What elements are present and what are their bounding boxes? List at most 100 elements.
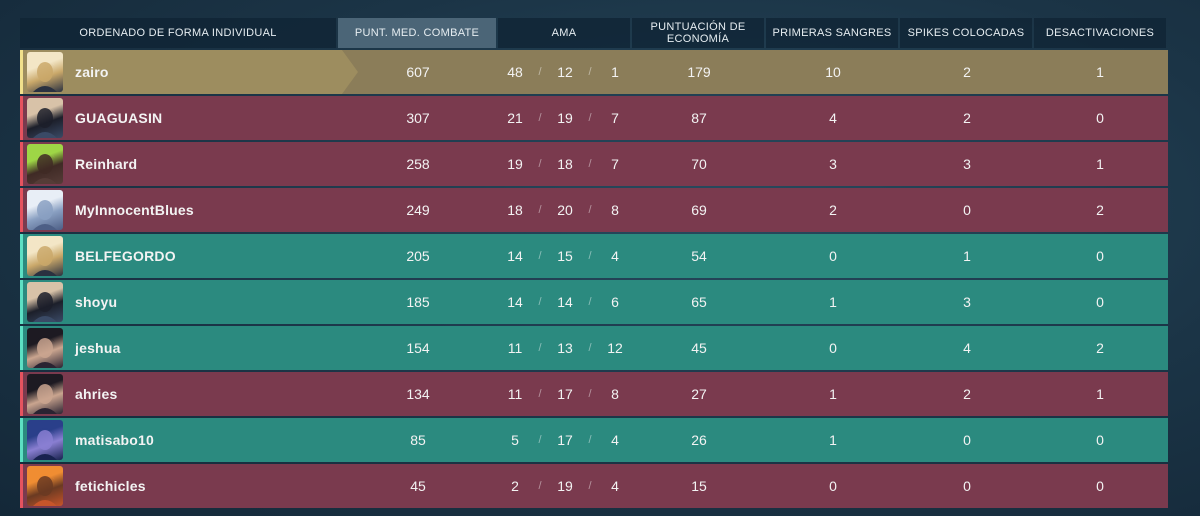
header-first-bloods[interactable]: PRIMERAS SANGRES (766, 18, 898, 48)
plants-value: 3 (963, 294, 971, 310)
player-cell: BELFEGORDO (20, 234, 338, 278)
first-bloods-value: 4 (829, 110, 837, 126)
player-row[interactable]: fetichicles 45 2 / 19 / 4 15 0 0 0 (20, 464, 1168, 508)
first-bloods-value: 1 (829, 432, 837, 448)
player-cell: fetichicles (20, 464, 338, 508)
acs-value: 85 (410, 432, 426, 448)
kda-separator: / (588, 388, 592, 400)
agent-portrait-headband-icon (27, 282, 63, 322)
player-name: ahries (75, 386, 118, 402)
kda-value: 48 / 12 / 1 (498, 50, 632, 94)
plants-value: 1 (963, 248, 971, 264)
plants-value: 4 (963, 340, 971, 356)
defuses-value: 1 (1096, 156, 1104, 172)
econ-value: 87 (691, 110, 707, 126)
kda-value: 19 / 18 / 7 (498, 142, 632, 186)
header-econ[interactable]: PUNTUACIÓN DE ECONOMÍA (632, 18, 764, 48)
kda-value: 11 / 17 / 8 (498, 372, 632, 416)
agent-portrait-blonde-icon (27, 236, 63, 276)
econ-value: 27 (691, 386, 707, 402)
player-name: zairo (75, 64, 109, 80)
player-row[interactable]: Reinhard 258 19 / 18 / 7 70 3 3 1 (20, 142, 1168, 186)
econ-value: 65 (691, 294, 707, 310)
kda-separator: / (588, 66, 592, 78)
player-row[interactable]: BELFEGORDO 205 14 / 15 / 4 54 0 1 0 (20, 234, 1168, 278)
kda-separator: / (538, 250, 542, 262)
team-indicator (20, 188, 23, 232)
kda-separator: / (588, 342, 592, 354)
player-row[interactable]: MyInnocentBlues 249 18 / 20 / 8 69 2 0 2 (20, 188, 1168, 232)
defuses-value: 2 (1096, 340, 1104, 356)
kda-separator: / (538, 112, 542, 124)
player-row[interactable]: ahries 134 11 / 17 / 8 27 1 2 1 (20, 372, 1168, 416)
header-defuses[interactable]: DESACTIVACIONES (1034, 18, 1166, 48)
assists-value: 4 (611, 478, 619, 494)
defuses-value: 0 (1096, 478, 1104, 494)
kda-separator: / (538, 296, 542, 308)
player-name: jeshua (75, 340, 121, 356)
deaths-value: 19 (557, 110, 573, 126)
header-acs[interactable]: PUNT. MED. COMBATE (338, 18, 496, 48)
econ-value: 69 (691, 202, 707, 218)
defuses-value: 2 (1096, 202, 1104, 218)
deaths-value: 13 (557, 340, 573, 356)
header-kda[interactable]: AMA (498, 18, 630, 48)
header-plants[interactable]: SPIKES COLOCADAS (900, 18, 1032, 48)
first-bloods-value: 2 (829, 202, 837, 218)
kills-value: 11 (507, 340, 523, 356)
acs-value: 607 (406, 64, 430, 80)
player-row[interactable]: GUAGUASIN 307 21 / 19 / 7 87 4 2 0 (20, 96, 1168, 140)
player-row[interactable]: matisabo10 85 5 / 17 / 4 26 1 0 0 (20, 418, 1168, 462)
defuses-value: 0 (1096, 294, 1104, 310)
acs-value: 307 (406, 110, 430, 126)
assists-value: 7 (611, 110, 619, 126)
kda-value: 21 / 19 / 7 (498, 96, 632, 140)
kills-value: 21 (507, 110, 523, 126)
agent-portrait-green-hair-icon (27, 144, 63, 184)
deaths-value: 12 (557, 64, 573, 80)
plants-value: 2 (963, 110, 971, 126)
team-indicator (20, 234, 23, 278)
player-name: fetichicles (75, 478, 146, 494)
team-indicator (20, 280, 23, 324)
assists-value: 7 (611, 156, 619, 172)
kda-value: 2 / 19 / 4 (498, 464, 632, 508)
first-bloods-value: 1 (829, 386, 837, 402)
agent-portrait-white-hair-icon (27, 190, 63, 230)
defuses-value: 1 (1096, 386, 1104, 402)
agent-portrait-dark-hair-icon (27, 374, 63, 414)
assists-value: 12 (607, 340, 623, 356)
defuses-value: 0 (1096, 110, 1104, 126)
agent-portrait-blonde-icon (27, 52, 63, 92)
deaths-value: 20 (557, 202, 573, 218)
player-row[interactable]: jeshua 154 11 / 13 / 12 45 0 4 2 (20, 326, 1168, 370)
agent-portrait-headband-icon (27, 98, 63, 138)
kills-value: 48 (507, 64, 523, 80)
agent-portrait-dark-hair-icon (27, 328, 63, 368)
kda-separator: / (588, 480, 592, 492)
plants-value: 2 (963, 64, 971, 80)
header-sort-individual[interactable]: ORDENADO DE FORMA INDIVIDUAL (20, 18, 336, 48)
acs-value: 134 (406, 386, 430, 402)
player-name: Reinhard (75, 156, 138, 172)
first-bloods-value: 0 (829, 478, 837, 494)
kda-separator: / (538, 480, 542, 492)
player-row[interactable]: zairo 607 48 / 12 / 1 179 10 2 1 (20, 50, 1168, 94)
econ-value: 15 (691, 478, 707, 494)
plants-value: 2 (963, 386, 971, 402)
player-cell: Reinhard (20, 142, 338, 186)
econ-value: 26 (691, 432, 707, 448)
team-indicator (20, 372, 23, 416)
deaths-value: 19 (557, 478, 573, 494)
defuses-value: 0 (1096, 432, 1104, 448)
team-indicator (20, 50, 23, 94)
assists-value: 4 (611, 432, 619, 448)
econ-value: 54 (691, 248, 707, 264)
deaths-value: 14 (557, 294, 573, 310)
first-bloods-value: 0 (829, 248, 837, 264)
player-row[interactable]: shoyu 185 14 / 14 / 6 65 1 3 0 (20, 280, 1168, 324)
kda-separator: / (538, 66, 542, 78)
defuses-value: 1 (1096, 64, 1104, 80)
kills-value: 19 (507, 156, 523, 172)
deaths-value: 15 (557, 248, 573, 264)
